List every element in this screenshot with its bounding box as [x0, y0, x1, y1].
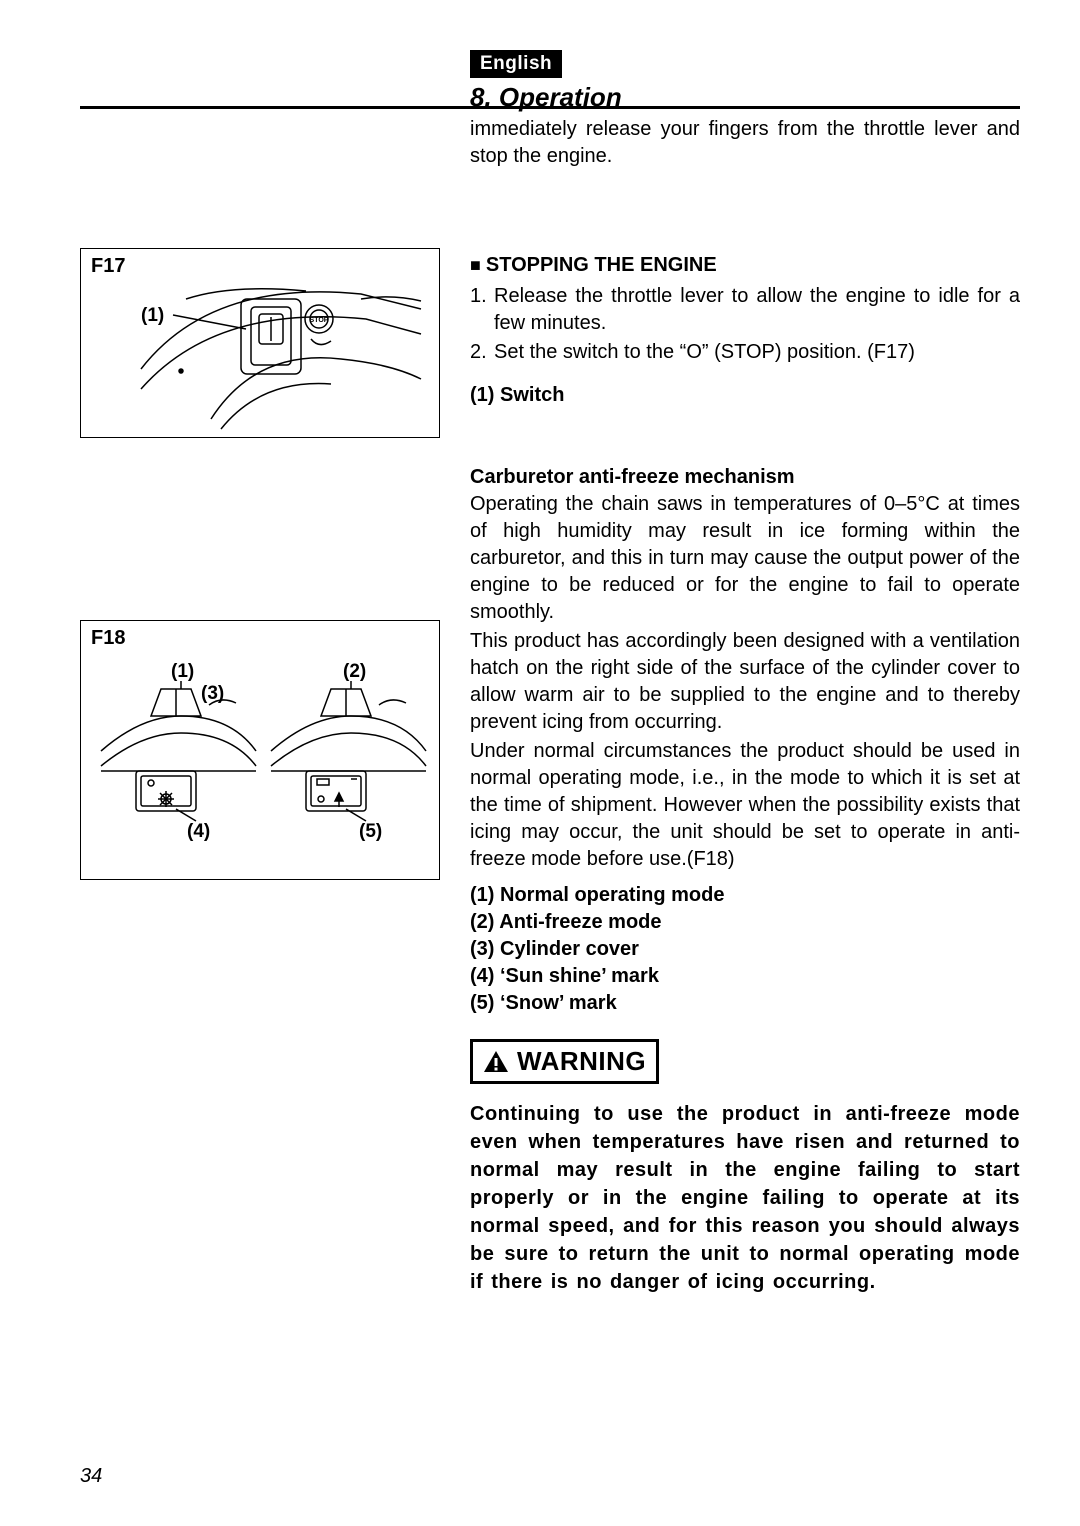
figure-f17: F17 (1) STOP — [80, 248, 440, 438]
intro-paragraph: immediately release your fingers from th… — [470, 116, 1020, 170]
legend-item: (1) Normal operating mode — [470, 882, 1020, 909]
stopping-engine-section: STOPPING THE ENGINE 1. Release the throt… — [470, 254, 1020, 407]
paragraph: Under normal circumstances the product s… — [470, 738, 1020, 873]
page-number: 34 — [80, 1465, 102, 1488]
list-item: 2. Set the switch to the “O” (STOP) posi… — [470, 339, 1020, 366]
numbered-list: 1. Release the throttle lever to allow t… — [470, 283, 1020, 366]
legend-item: (5) ‘Snow’ mark — [470, 990, 1020, 1017]
legend-and-warning: (1) Normal operating mode (2) Anti-freez… — [470, 882, 1020, 1296]
figure-f18: F18 (1) (2) (3) (4) (5) — [80, 620, 440, 880]
list-text: Release the throttle lever to allow the … — [494, 283, 1020, 337]
warning-triangle-icon — [483, 1050, 509, 1074]
section-heading: Carburetor anti-freeze mechanism — [470, 466, 1020, 489]
legend-item: (4) ‘Sun shine’ mark — [470, 963, 1020, 990]
legend-item: (2) Anti-freeze mode — [470, 909, 1020, 936]
engine-switch-diagram-icon: STOP — [81, 249, 441, 439]
paragraph: This product has accordingly been design… — [470, 628, 1020, 736]
list-number: 2. — [470, 339, 494, 366]
paragraph: Operating the chain saws in temperatures… — [470, 491, 1020, 626]
warning-paragraph: Continuing to use the product in anti-fr… — [470, 1100, 1020, 1296]
carburetor-section: Carburetor anti-freeze mechanism Operati… — [470, 466, 1020, 873]
list-text: Set the switch to the “O” (STOP) positio… — [494, 339, 1020, 366]
svg-text:STOP: STOP — [310, 317, 329, 324]
section-heading: STOPPING THE ENGINE — [470, 254, 1020, 277]
header-rule — [80, 106, 1020, 109]
manual-page: English 8. Operation immediately release… — [0, 0, 1080, 1526]
page-header: English 8. Operation — [470, 50, 1020, 113]
antifreeze-mode-diagram-icon — [81, 621, 441, 881]
switch-label: (1) Switch — [470, 384, 1020, 407]
warning-label: WARNING — [517, 1046, 646, 1077]
warning-box: WARNING — [470, 1039, 659, 1084]
legend-item: (3) Cylinder cover — [470, 936, 1020, 963]
list-item: 1. Release the throttle lever to allow t… — [470, 283, 1020, 337]
language-badge: English — [470, 50, 562, 78]
list-number: 1. — [470, 283, 494, 337]
